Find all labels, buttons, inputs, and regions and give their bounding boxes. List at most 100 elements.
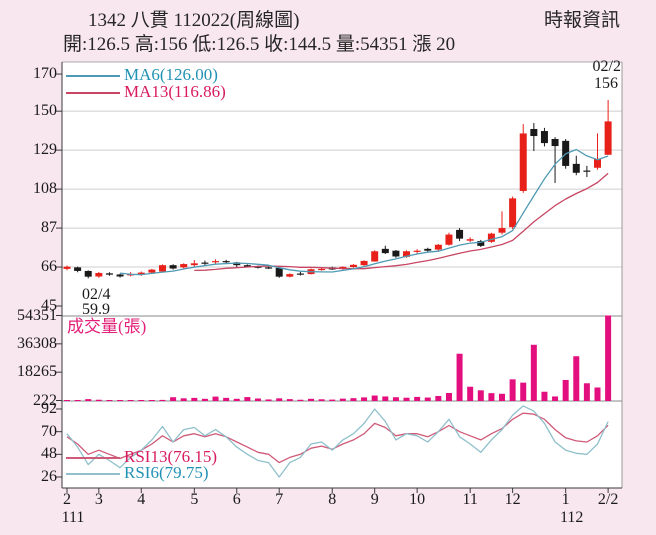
price-axis-label: 150 [33, 102, 57, 120]
rsi-axis-label: 92 [41, 400, 57, 417]
volume-axis-label: 222 [33, 391, 57, 409]
candle-body [519, 133, 527, 191]
volume-bar [424, 397, 431, 401]
candle-body [190, 263, 198, 266]
rsi13-legend-swatch [66, 457, 120, 459]
candle-body [296, 273, 304, 275]
volume-bar [339, 398, 346, 401]
volume-bar [127, 400, 134, 401]
month-label: 8 [328, 491, 337, 508]
volume-bar [180, 398, 187, 401]
volume-bar [371, 395, 378, 401]
year-label: 111 [61, 509, 85, 526]
candle-body [158, 265, 166, 272]
volume-bar [106, 400, 113, 401]
price-axis-label: 66 [41, 258, 57, 276]
volume-bar [583, 383, 590, 401]
high-date-annotation: 02/2 [592, 58, 621, 75]
year-label: 112 [559, 509, 584, 526]
volume-bar [594, 387, 601, 401]
candle-body [530, 128, 538, 137]
volume-axis-label: 18265 [17, 363, 57, 381]
candle-body [137, 272, 145, 275]
rsi-axis-label: 26 [41, 468, 57, 485]
volume-bar [223, 397, 230, 401]
ohlc-quote-line: 開:126.5 高:156 低:126.5 收:144.5 量:54351 漲 … [63, 34, 456, 55]
month-label: 2 [63, 491, 71, 508]
high-value-annotation: 156 [594, 75, 618, 92]
volume-bar [361, 397, 368, 401]
volume-bar [467, 386, 474, 401]
candle-body [212, 261, 220, 263]
candle-body [286, 274, 294, 277]
volume-bar [117, 400, 124, 401]
ma13-line [194, 172, 609, 272]
candle-body [116, 274, 124, 277]
price-axis-label: 87 [41, 219, 57, 237]
candle-body [403, 251, 411, 257]
volume-bar [435, 395, 442, 401]
volume-bar [403, 397, 410, 401]
plot-area [62, 62, 622, 488]
price-axis-label: 108 [33, 180, 57, 198]
candle-body [169, 265, 177, 269]
candle-body [222, 261, 230, 263]
volume-bar [605, 315, 612, 401]
rsi13-line [66, 412, 609, 464]
candle-body [572, 163, 580, 173]
volume-bar [530, 344, 537, 401]
candle-body [201, 262, 209, 264]
volume-bar [541, 391, 548, 401]
candle-body [466, 239, 474, 241]
volume-bar [64, 400, 70, 401]
low-date-annotation: 02/4 [82, 286, 111, 303]
candle-body [318, 268, 326, 271]
candle-body [148, 269, 156, 273]
candle-body [381, 248, 389, 254]
volume-bar [562, 379, 569, 401]
candle-body [487, 233, 495, 242]
rsi6-legend-label: RSI6(79.75) [124, 463, 209, 482]
candle-body [594, 158, 601, 168]
volume-bar [573, 356, 580, 401]
candle-body [434, 244, 442, 250]
candle-body [540, 131, 548, 144]
volume-bar [244, 397, 251, 401]
month-label: 2/2 [597, 491, 619, 508]
volume-bar [392, 397, 399, 401]
volume-axis-label: 54351 [17, 306, 57, 324]
volume-bar [350, 398, 357, 401]
candle-body [84, 270, 92, 277]
candle-body [498, 228, 506, 233]
candle-body [349, 264, 357, 268]
month-label: 6 [232, 491, 241, 508]
volume-bar [159, 399, 166, 401]
candle-body [105, 273, 113, 275]
candle-body [424, 248, 432, 251]
source-label: 時報資訊 [543, 10, 620, 31]
volume-bar [488, 393, 495, 401]
volume-bar [318, 399, 325, 401]
rsi6-legend-swatch [66, 473, 120, 475]
price-axis-label: 45 [41, 297, 57, 314]
volume-bar [85, 399, 92, 401]
month-label: 5 [190, 491, 199, 508]
candle-body [275, 267, 283, 277]
volume-bar [286, 399, 293, 401]
candle-body [95, 272, 103, 277]
candle-body [456, 229, 464, 239]
candle-body [604, 121, 612, 155]
volume-bar [254, 398, 261, 401]
volume-bar [265, 399, 272, 401]
volume-bar [297, 399, 304, 401]
volume-bar [276, 398, 283, 401]
volume-bar [308, 398, 315, 401]
ma13-legend-swatch [66, 92, 120, 94]
month-label: 10 [409, 491, 426, 508]
candle-body [509, 198, 517, 228]
volume-bar [170, 397, 177, 401]
candle-body [243, 265, 251, 267]
month-label: 9 [370, 491, 379, 508]
